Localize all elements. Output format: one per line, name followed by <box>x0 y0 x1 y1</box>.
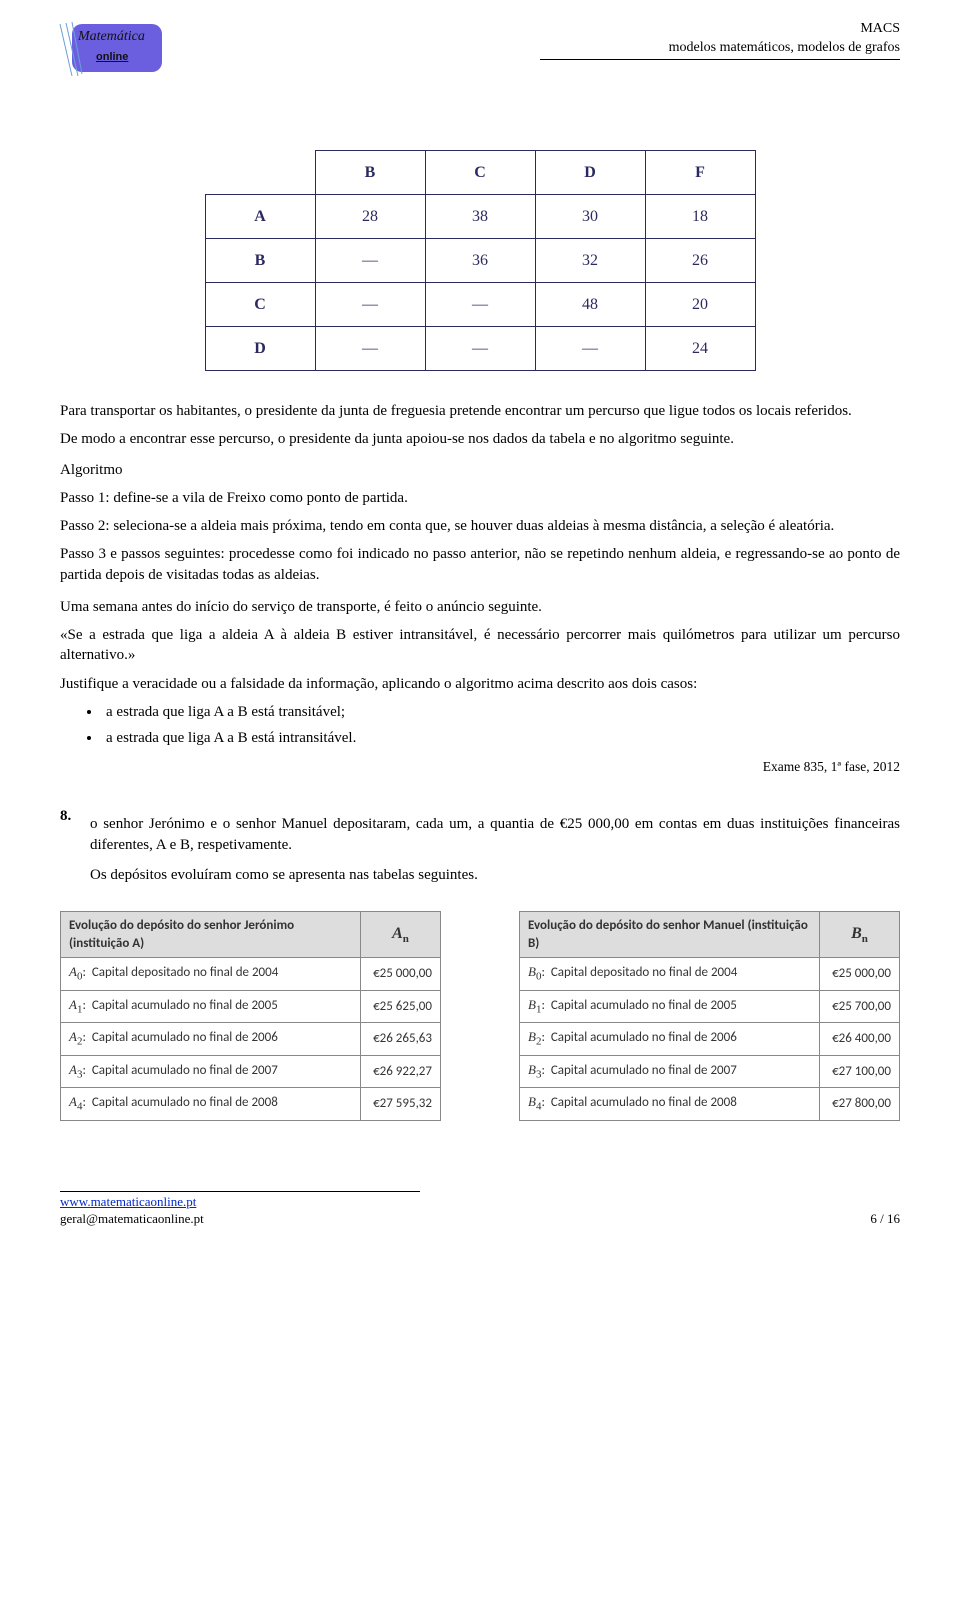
paragraph: De modo a encontrar esse percurso, o pre… <box>60 429 900 449</box>
paragraph: Os depósitos evoluíram como se apresenta… <box>90 865 900 885</box>
quote: «Se a estrada que liga a aldeia A à alde… <box>60 625 900 666</box>
header-subtitle: modelos matemáticos, modelos de grafos <box>540 39 900 60</box>
algorithm-title: Algoritmo <box>60 460 900 480</box>
table-title: Evolução do depósito do senhor Jerónimo … <box>61 912 361 958</box>
table-title: Evolução do depósito do senhor Manuel (i… <box>520 912 820 958</box>
col-header: B <box>315 151 425 195</box>
algorithm-step: Passo 2: seleciona-se a aldeia mais próx… <box>60 516 900 536</box>
exam-reference: Exame 835, 1ª fase, 2012 <box>60 758 900 776</box>
deposit-table-a: Evolução do depósito do senhor Jerónimo … <box>60 911 441 1120</box>
footer-left: www.matematicaonline.pt geral@matematica… <box>60 1191 420 1228</box>
symbol-header: Bn <box>820 912 900 958</box>
paragraph: o senhor Jerónimo e o senhor Manuel depo… <box>90 814 900 855</box>
table-row: A1: Capital acumulado no final de 2005€2… <box>61 990 441 1022</box>
deposit-tables: Evolução do depósito do senhor Jerónimo … <box>60 911 900 1120</box>
logo-text-top: Matemática <box>78 28 145 47</box>
col-header: F <box>645 151 755 195</box>
table-row: B2: Capital acumulado no final de 2006€2… <box>520 1023 900 1055</box>
symbol-header: An <box>361 912 441 958</box>
distance-table: B C D F A 28 38 30 18 B — 36 32 26 C — —… <box>205 150 756 371</box>
table-row: A2: Capital acumulado no final de 2006€2… <box>61 1023 441 1055</box>
footer-page: 6 / 16 <box>870 1210 900 1228</box>
row-header: B <box>205 239 315 283</box>
header-course: MACS <box>540 20 900 39</box>
table-row: B3: Capital acumulado no final de 2007€2… <box>520 1055 900 1087</box>
col-header: C <box>425 151 535 195</box>
row-header: A <box>205 195 315 239</box>
bullet-list: a estrada que liga A a B está transitáve… <box>102 702 900 749</box>
paragraph: Uma semana antes do início do serviço de… <box>60 597 900 617</box>
paragraph: Justifique a veracidade ou a falsidade d… <box>60 674 900 694</box>
question-number: 8. <box>60 806 90 826</box>
page-header: Matemática online MACS modelos matemátic… <box>60 20 900 80</box>
list-item: a estrada que liga A a B está intransitá… <box>102 728 900 748</box>
header-right: MACS modelos matemáticos, modelos de gra… <box>540 20 900 60</box>
table-row: A0: Capital depositado no final de 2004€… <box>61 958 441 990</box>
row-header: D <box>205 327 315 371</box>
row-header: C <box>205 283 315 327</box>
logo-text-bottom: online <box>96 50 128 65</box>
table-row: A4: Capital acumulado no final de 2008€2… <box>61 1088 441 1120</box>
deposit-table-b: Evolução do depósito do senhor Manuel (i… <box>519 911 900 1120</box>
col-header: D <box>535 151 645 195</box>
table-row: B0: Capital depositado no final de 2004€… <box>520 958 900 990</box>
list-item: a estrada que liga A a B está transitáve… <box>102 702 900 722</box>
table-row: C — — 48 20 <box>205 283 755 327</box>
table-row: B1: Capital acumulado no final de 2005€2… <box>520 990 900 1022</box>
logo: Matemática online <box>60 20 170 80</box>
table-row: A3: Capital acumulado no final de 2007€2… <box>61 1055 441 1087</box>
footer-email: geral@matematicaonline.pt <box>60 1211 204 1226</box>
table-row: A 28 38 30 18 <box>205 195 755 239</box>
table-row: B — 36 32 26 <box>205 239 755 283</box>
algorithm-step: Passo 1: define-se a vila de Freixo como… <box>60 488 900 508</box>
table-row: B4: Capital acumulado no final de 2008€2… <box>520 1088 900 1120</box>
paragraph: Para transportar os habitantes, o presid… <box>60 401 900 421</box>
footer-url: www.matematicaonline.pt <box>60 1194 196 1209</box>
page-footer: www.matematicaonline.pt geral@matematica… <box>60 1191 900 1228</box>
algorithm-step: Passo 3 e passos seguintes: procedesse c… <box>60 544 900 585</box>
table-row: D — — — 24 <box>205 327 755 371</box>
question-8: 8. o senhor Jerónimo e o senhor Manuel d… <box>60 806 900 893</box>
